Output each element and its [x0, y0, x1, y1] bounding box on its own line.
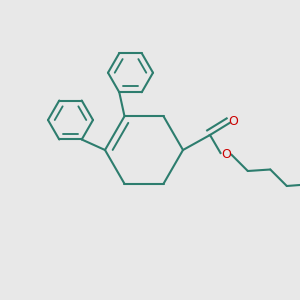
Text: O: O: [228, 115, 238, 128]
Text: O: O: [221, 148, 231, 161]
